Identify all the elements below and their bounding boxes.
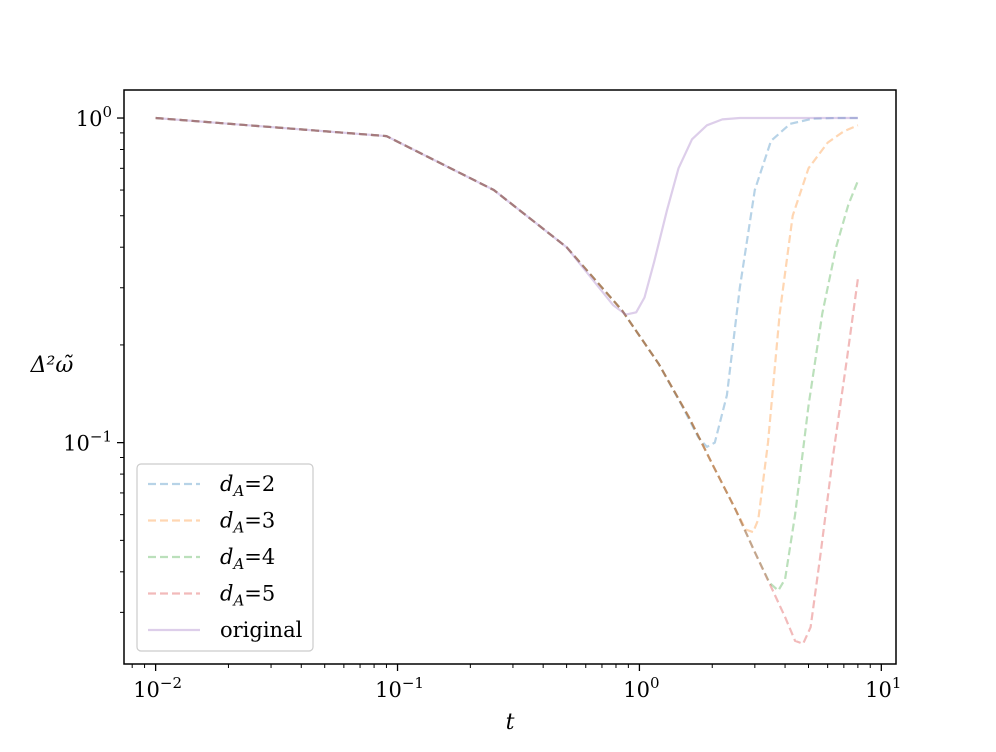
legend-value: =2 [244, 472, 275, 496]
y-tick-label: 10−1 [63, 428, 112, 456]
x-tick-label-base: 10 [623, 678, 650, 702]
x-tick-label: 10−1 [375, 674, 424, 702]
legend-symbol: d [220, 472, 233, 496]
x-tick-label-exp: 0 [650, 674, 660, 692]
x-tick-label: 101 [865, 674, 901, 702]
legend-subscript: A [231, 555, 244, 573]
x-tick-label-base: 10 [375, 678, 402, 702]
legend-value: =5 [244, 582, 275, 606]
y-tick-label-base: 10 [63, 432, 90, 456]
legend-subscript: A [231, 482, 244, 500]
legend-value: =4 [244, 545, 275, 569]
legend-subscript: A [231, 519, 244, 537]
legend-symbol: d [220, 582, 233, 606]
y-tick-label-exp: −1 [90, 428, 112, 446]
series-line-4 [155, 116, 859, 645]
x-tick-label: 10−2 [133, 674, 182, 702]
plot-frame [123, 89, 897, 665]
series-line-2 [155, 116, 859, 534]
x-tick-label-base: 10 [133, 678, 160, 702]
series-layer [155, 116, 859, 645]
y-tick-label: 100 [76, 103, 112, 131]
y-tick-label-exp: 0 [102, 103, 112, 121]
x-tick-label: 100 [623, 674, 659, 702]
x-tick-label-base: 10 [865, 678, 892, 702]
x-tick-label-exp: −1 [402, 674, 424, 692]
x-tick-label-exp: −2 [160, 674, 182, 692]
legend-value: =3 [244, 509, 275, 533]
y-tick-label-base: 10 [76, 107, 103, 131]
legend-subscript: A [231, 592, 244, 610]
series-line-5 [155, 116, 858, 316]
x-axis-label: t [506, 710, 515, 735]
legend-label-4: dA=5 [220, 582, 275, 610]
legend-symbol: d [220, 509, 233, 533]
series-line-1 [155, 116, 858, 448]
legend-label-3: dA=4 [220, 545, 275, 573]
y-axis-label: Δ²ω̃ [30, 353, 74, 378]
legend-label-5: original [220, 618, 303, 642]
legend-label-1: dA=2 [220, 472, 275, 500]
legend-label-2: dA=3 [220, 509, 275, 537]
legend-symbol: d [220, 545, 233, 569]
series-line-3 [155, 116, 859, 592]
x-tick-label-exp: 1 [892, 674, 902, 692]
legend-box [136, 463, 314, 652]
